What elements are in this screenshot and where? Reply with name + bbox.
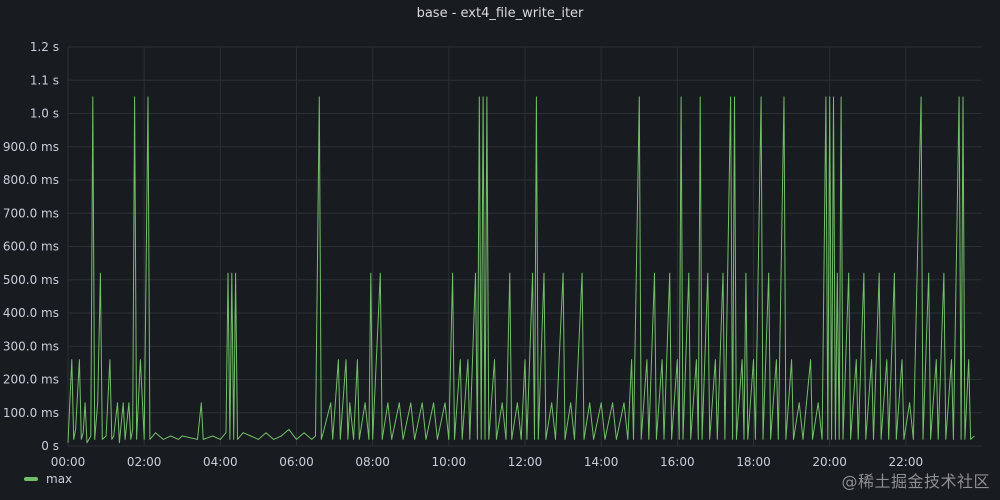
y-tick-label: 200.0 ms [3, 373, 59, 387]
y-axis: 0 s 100.0 ms 200.0 ms 300.0 ms 400.0 ms 500.0… [3, 40, 59, 453]
y-tick-label: 800.0 ms [3, 173, 59, 187]
y-tick-label: 500.0 ms [3, 273, 59, 287]
series-line-max [67, 96, 975, 444]
y-tick-label: 300.0 ms [3, 339, 59, 353]
panel-title[interactable]: base - ext4_file_write_iter [416, 6, 584, 21]
y-tick-label: 1.0 s [30, 107, 59, 121]
y-tick-label: 0 s [41, 439, 59, 453]
x-tick-label: 08:00 [355, 455, 390, 469]
x-tick-label: 00:00 [51, 455, 86, 469]
y-tick-label: 900.0 ms [3, 140, 59, 154]
legend-swatch-max [24, 477, 38, 481]
legend-label-max[interactable]: max [46, 472, 73, 486]
y-tick-label: 600.0 ms [3, 240, 59, 254]
x-tick-label: 02:00 [127, 455, 162, 469]
x-tick-label: 22:00 [889, 455, 924, 469]
x-tick-label: 14:00 [584, 455, 619, 469]
x-tick-label: 20:00 [812, 455, 847, 469]
y-tick-label: 1.1 s [30, 73, 59, 87]
x-tick-label: 12:00 [508, 455, 543, 469]
x-tick-label: 10:00 [432, 455, 467, 469]
series-layer [67, 96, 975, 444]
x-tick-label: 16:00 [660, 455, 695, 469]
y-tick-label: 400.0 ms [3, 306, 59, 320]
legend: max [24, 472, 72, 486]
y-tick-label: 1.2 s [30, 40, 59, 54]
x-tick-label: 18:00 [736, 455, 771, 469]
x-tick-label: 04:00 [203, 455, 238, 469]
x-axis: 00:00 02:00 04:00 06:00 08:00 10:00 12:00 14:00… [51, 455, 923, 469]
watermark: @稀土掘金技术社区 [841, 472, 990, 491]
y-tick-label: 100.0 ms [3, 406, 59, 420]
y-tick-label: 700.0 ms [3, 206, 59, 220]
x-tick-label: 06:00 [279, 455, 314, 469]
